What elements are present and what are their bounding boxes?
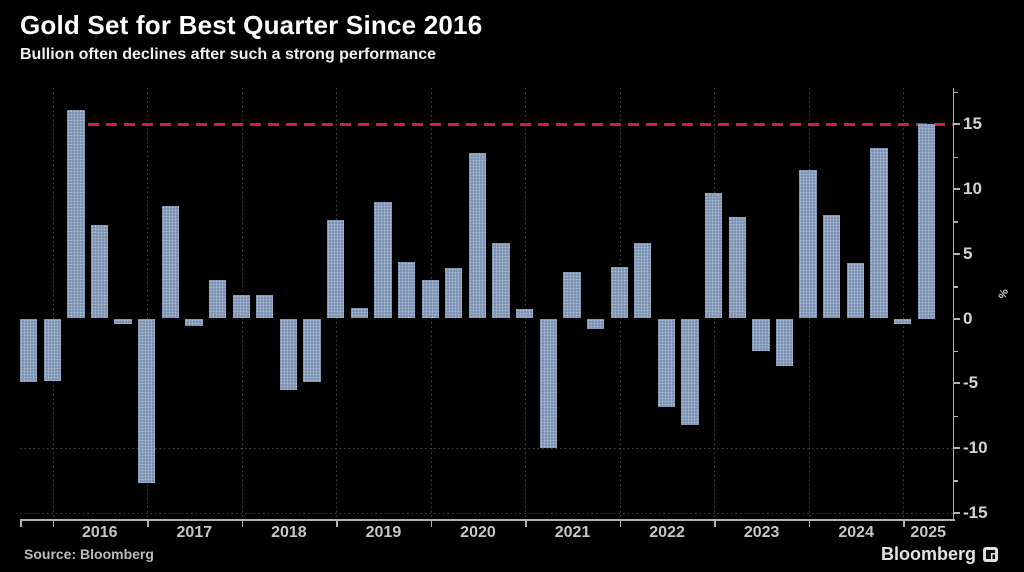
quarter-bar xyxy=(728,217,746,319)
x-axis-tick xyxy=(147,521,149,527)
quarter-bar xyxy=(917,124,935,319)
quarter-bar xyxy=(90,225,109,319)
x-axis-line xyxy=(20,519,955,521)
quarter-bar xyxy=(893,318,912,324)
quarter-bar xyxy=(775,318,794,367)
y-axis-tick-label: -5 xyxy=(963,373,979,393)
quarter-bar xyxy=(586,318,605,329)
quarter-bar xyxy=(799,169,817,319)
y-axis-minor-tick xyxy=(954,221,958,223)
y-axis-tick xyxy=(954,317,960,320)
y-axis-minor-tick xyxy=(954,350,958,353)
x-axis-year-label: 2023 xyxy=(743,524,780,541)
y-axis-minor-tick xyxy=(954,156,958,159)
y-axis-tick xyxy=(954,511,960,514)
quarter-bar xyxy=(256,295,274,319)
quarter-bar xyxy=(563,271,581,319)
quarter-bar xyxy=(870,147,888,319)
y-axis-tick-label: 15 xyxy=(963,114,982,134)
x-axis-year-label: 2016 xyxy=(81,524,118,541)
quarter-bar xyxy=(374,201,392,319)
quarter-bar xyxy=(279,318,298,390)
quarter-bar xyxy=(327,220,345,319)
y-axis-tick-label: 0 xyxy=(963,308,973,328)
quarter-bar xyxy=(303,318,321,382)
value-gridline xyxy=(20,512,953,514)
quarter-bar xyxy=(468,152,487,319)
x-axis-tick xyxy=(525,521,527,527)
quarter-bar xyxy=(846,262,864,319)
quarter-bar xyxy=(704,192,723,319)
x-axis-year-label: 2018 xyxy=(271,524,307,541)
x-axis-tick xyxy=(430,521,433,527)
quarter-bar xyxy=(516,309,534,319)
y-axis-tick-label: 10 xyxy=(963,179,982,198)
source-label: Source: Bloomberg xyxy=(24,546,154,562)
chart-title: Gold Set for Best Quarter Since 2016 xyxy=(20,10,483,40)
quarter-bar xyxy=(397,261,416,319)
y-axis-tick xyxy=(954,447,960,449)
quarter-bar xyxy=(67,110,85,319)
quarter-bar xyxy=(161,205,180,319)
bloomberg-logo-text: Bloomberg xyxy=(880,544,976,564)
x-axis-year-label: 2017 xyxy=(176,524,213,541)
quarter-bar xyxy=(681,318,699,425)
x-axis-year-label: 2021 xyxy=(554,524,591,541)
year-gridline xyxy=(52,88,54,520)
x-axis-tick xyxy=(808,521,811,527)
x-axis-year-label: 2022 xyxy=(649,524,685,541)
threshold-line xyxy=(88,122,953,126)
quarter-bar xyxy=(114,318,132,324)
quarter-bar xyxy=(138,318,156,483)
quarter-bar xyxy=(350,308,368,319)
quarter-bar xyxy=(492,243,510,319)
x-axis-tick xyxy=(336,521,338,527)
y-axis-tick xyxy=(954,382,960,385)
bloomberg-terminal-icon xyxy=(983,547,998,562)
y-axis-tick xyxy=(954,123,960,126)
y-axis-tick-label: -15 xyxy=(963,502,988,522)
quarter-bar xyxy=(823,214,841,319)
x-axis-tick xyxy=(619,521,622,527)
year-gridline xyxy=(147,88,149,520)
x-axis-tick xyxy=(903,521,905,527)
y-axis-tick xyxy=(954,188,960,190)
x-axis-tick xyxy=(714,521,716,527)
quarter-bar xyxy=(43,318,61,381)
year-gridline xyxy=(903,88,905,520)
x-axis-year-label: 2025 xyxy=(910,524,947,541)
value-gridline xyxy=(20,448,953,449)
quarter-bar xyxy=(752,318,770,351)
quarter-bar xyxy=(185,318,203,327)
chart-subtitle: Bullion often declines after such a stro… xyxy=(20,46,437,63)
quarter-bar xyxy=(232,295,250,319)
y-axis-tick-label: -10 xyxy=(963,438,988,457)
quarter-bar xyxy=(20,318,38,382)
y-axis-unit-label: % xyxy=(996,287,1012,301)
quarter-bar xyxy=(634,243,652,319)
x-axis-year-label: 2024 xyxy=(838,524,874,541)
quarter-bar xyxy=(421,279,439,319)
quarter-bar xyxy=(208,279,227,319)
y-axis-minor-tick xyxy=(954,480,958,482)
y-axis-tick-label: 5 xyxy=(963,243,973,263)
x-axis-tick xyxy=(241,521,244,527)
y-axis-tick xyxy=(954,252,960,255)
y-axis-minor-tick xyxy=(954,415,958,418)
x-axis-tick xyxy=(20,521,22,527)
quarter-bar xyxy=(539,318,557,448)
x-axis-tick xyxy=(52,521,54,527)
quarter-bar xyxy=(610,266,628,319)
y-axis-minor-tick xyxy=(954,286,958,288)
x-axis-year-label: 2020 xyxy=(460,524,496,541)
y-axis-minor-tick xyxy=(954,91,958,94)
x-axis-year-label: 2019 xyxy=(365,524,402,541)
quarter-bar xyxy=(445,267,463,319)
quarter-bar xyxy=(657,318,676,407)
y-axis-line xyxy=(953,88,954,520)
year-gridline xyxy=(525,88,527,520)
